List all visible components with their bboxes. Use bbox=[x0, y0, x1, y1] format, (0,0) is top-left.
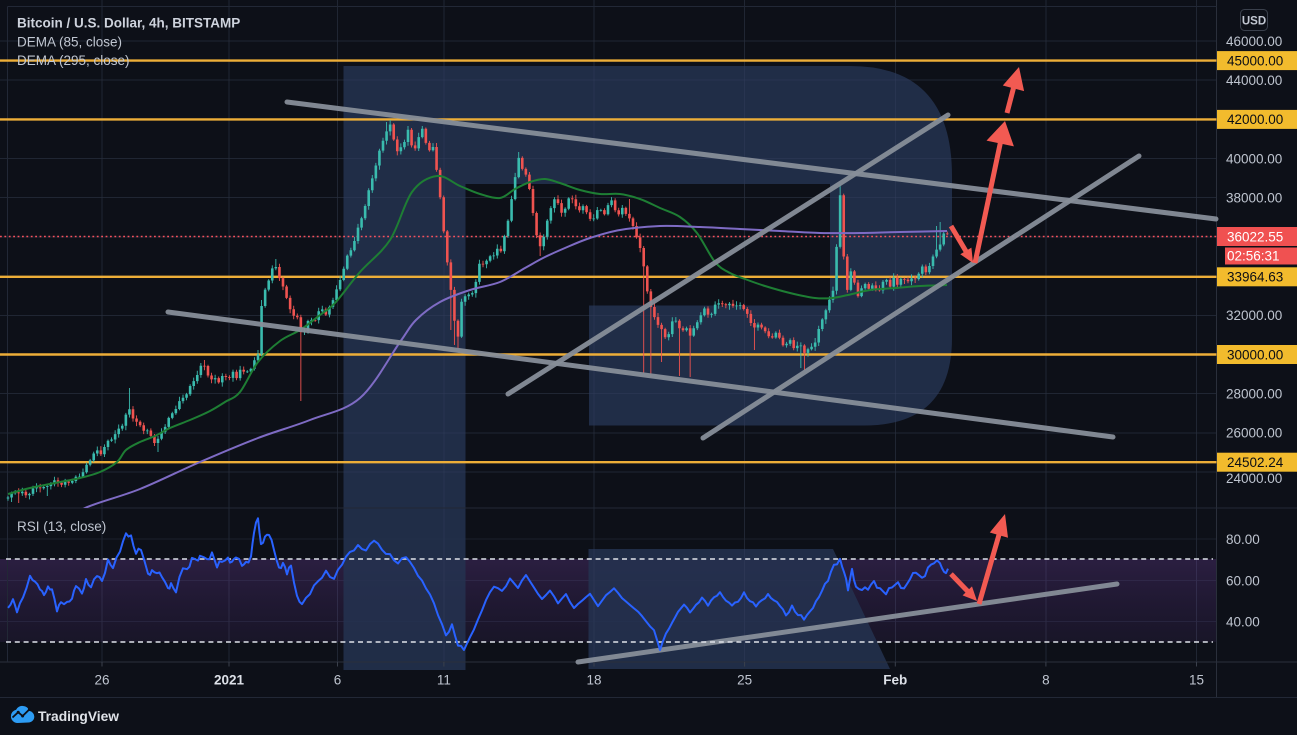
svg-text:28000.00: 28000.00 bbox=[1226, 387, 1282, 402]
svg-text:24000.00: 24000.00 bbox=[1226, 471, 1282, 486]
svg-text:18: 18 bbox=[586, 673, 601, 688]
svg-text:80.00: 80.00 bbox=[1226, 532, 1260, 547]
svg-text:46000.00: 46000.00 bbox=[1226, 34, 1282, 49]
svg-text:USD: USD bbox=[1242, 16, 1266, 28]
svg-text:44000.00: 44000.00 bbox=[1226, 73, 1282, 88]
svg-text:02:56:31: 02:56:31 bbox=[1227, 249, 1280, 264]
svg-text:45000.00: 45000.00 bbox=[1227, 53, 1283, 68]
svg-text:40000.00: 40000.00 bbox=[1226, 151, 1282, 166]
svg-text:Bitcoin / U.S. Dollar, 4h, BIT: Bitcoin / U.S. Dollar, 4h, BITSTAMP bbox=[17, 16, 240, 31]
svg-text:42000.00: 42000.00 bbox=[1227, 112, 1283, 127]
svg-text:8: 8 bbox=[1042, 673, 1050, 688]
svg-text:DEMA (295, close): DEMA (295, close) bbox=[17, 53, 130, 68]
svg-text:6: 6 bbox=[334, 673, 342, 688]
svg-text:15: 15 bbox=[1189, 673, 1204, 688]
svg-text:2021: 2021 bbox=[214, 673, 245, 688]
svg-text:RSI (13, close): RSI (13, close) bbox=[17, 519, 106, 534]
svg-text:33964.63: 33964.63 bbox=[1227, 270, 1283, 285]
svg-text:24502.24: 24502.24 bbox=[1227, 455, 1284, 470]
svg-text:30000.00: 30000.00 bbox=[1227, 347, 1283, 362]
svg-text:DEMA (85, close): DEMA (85, close) bbox=[17, 35, 122, 50]
svg-text:32000.00: 32000.00 bbox=[1226, 308, 1282, 323]
svg-text:26: 26 bbox=[94, 673, 109, 688]
svg-text:TradingView: TradingView bbox=[38, 709, 119, 724]
svg-text:38000.00: 38000.00 bbox=[1226, 191, 1282, 206]
svg-text:40.00: 40.00 bbox=[1226, 614, 1260, 629]
svg-text:11: 11 bbox=[437, 673, 451, 688]
svg-text:25: 25 bbox=[737, 673, 752, 688]
svg-text:60.00: 60.00 bbox=[1226, 573, 1260, 588]
svg-text:26000.00: 26000.00 bbox=[1226, 426, 1282, 441]
svg-text:Feb: Feb bbox=[883, 673, 907, 688]
svg-text:36022.55: 36022.55 bbox=[1227, 229, 1283, 244]
